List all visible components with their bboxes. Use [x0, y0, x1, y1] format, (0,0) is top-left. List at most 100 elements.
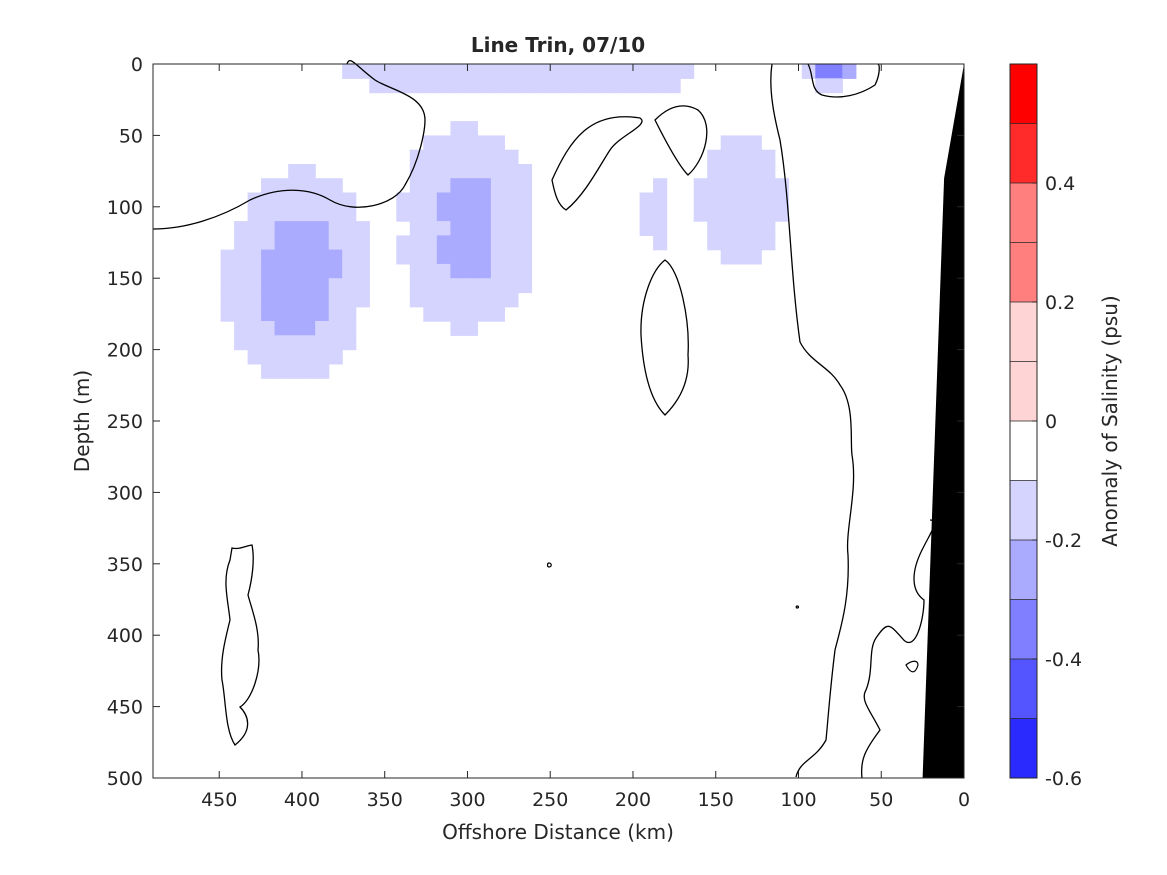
heatmap-cell	[747, 149, 762, 165]
heatmap-cell	[774, 206, 789, 222]
heatmap-cell	[315, 178, 330, 194]
plot-frame	[152, 63, 965, 779]
heatmap-cell	[409, 149, 424, 165]
colorbar-swatch	[1010, 421, 1037, 481]
heatmap-cell	[288, 306, 303, 322]
heatmap-cell	[734, 178, 749, 194]
heatmap-cell	[301, 278, 316, 294]
heatmap-cell	[504, 263, 519, 279]
heatmap-cell	[653, 206, 668, 222]
heatmap-cell	[288, 164, 303, 179]
heatmap-cell	[436, 263, 451, 279]
heatmap-cell	[288, 278, 303, 294]
heatmap-cell	[315, 363, 330, 379]
heatmap-cell	[504, 235, 519, 251]
heatmap-cell	[747, 249, 762, 265]
heatmap-cell	[490, 292, 505, 308]
zero-contour-small-coast	[905, 660, 919, 673]
heatmap-cell	[653, 64, 668, 79]
heatmap-cell	[450, 206, 465, 222]
heatmap-cell	[328, 335, 343, 351]
heatmap-cell	[328, 306, 343, 322]
heatmap-cell	[477, 306, 492, 322]
colorbar-tick-label: -0.6	[1045, 768, 1082, 790]
heatmap-cell	[261, 235, 276, 251]
heatmap-cell	[436, 135, 451, 151]
heatmap-cell	[545, 78, 560, 94]
heatmap-cell	[261, 335, 276, 351]
heatmap-cell	[328, 206, 343, 222]
heatmap-cell	[490, 306, 505, 322]
heatmap-cell	[477, 178, 492, 194]
heatmap-cell	[301, 249, 316, 265]
heatmap-cell	[423, 249, 438, 265]
colorbar-title: Anomaly of Salinity (psu)	[1098, 295, 1122, 546]
heatmap-cell	[477, 135, 492, 151]
heatmap-cell	[747, 235, 762, 251]
heatmap-cell	[747, 164, 762, 179]
heatmap-cell	[288, 263, 303, 279]
heatmap-cell	[355, 221, 370, 236]
heatmap-cell	[747, 192, 762, 208]
heatmap-cell	[653, 235, 668, 251]
heatmap-cell	[342, 235, 357, 251]
heatmap-cell	[234, 335, 249, 351]
heatmap-cell	[342, 206, 357, 222]
heatmap-cell	[247, 235, 262, 251]
heatmap-cell	[328, 263, 343, 279]
heatmap-cell	[720, 249, 735, 265]
heatmap-cell	[545, 64, 560, 79]
heatmap-cell	[761, 178, 776, 194]
heatmap-cell	[396, 235, 411, 251]
heatmap-cell	[396, 78, 411, 94]
heatmap-cell	[288, 221, 303, 236]
y-axis: 0 50 100 150 200 250 300 350 400 450 500	[107, 54, 964, 790]
colorbar-tick-label: 0.4	[1045, 173, 1075, 195]
heatmap-cell	[450, 292, 465, 308]
heatmap-cell	[234, 306, 249, 322]
heatmap-cell	[463, 249, 478, 265]
heatmap-cell	[355, 263, 370, 279]
heatmap-cell	[261, 349, 276, 365]
heatmap-cell	[734, 249, 749, 265]
heatmap-cell	[450, 278, 465, 294]
colorbar-swatch	[1010, 480, 1037, 541]
heatmap-cell	[342, 321, 357, 336]
x-tick-label: 450	[201, 789, 237, 811]
heatmap-cell	[653, 192, 668, 208]
heatmap-cell	[436, 78, 451, 94]
heatmap-cell	[761, 164, 776, 179]
heatmap-cell	[734, 164, 749, 179]
heatmap-cell	[301, 349, 316, 365]
heatmap-cell	[423, 164, 438, 179]
heatmap-cell	[436, 221, 451, 236]
heatmap-cell	[842, 64, 857, 79]
heatmap-cell	[261, 363, 276, 379]
heatmap-cell	[274, 178, 289, 194]
heatmap-cell	[328, 321, 343, 336]
heatmap-cell	[423, 64, 438, 79]
colorbar-swatch	[1010, 718, 1037, 779]
heatmap-cell	[490, 221, 505, 236]
heatmap-cell	[355, 278, 370, 294]
colorbar-swatch	[1010, 540, 1037, 600]
heatmap-cell	[436, 306, 451, 322]
heatmap-cell	[234, 321, 249, 336]
chart-title: Line Trin, 07/10	[471, 33, 645, 57]
y-axis-title: Depth (m)	[70, 370, 94, 472]
x-axis-title: Offshore Distance (km)	[442, 820, 674, 844]
heatmap-cell	[585, 64, 600, 79]
heatmap-cell	[436, 278, 451, 294]
heatmap-cell	[599, 64, 614, 79]
heatmap-cell	[234, 249, 249, 265]
heatmap-cell	[355, 249, 370, 265]
heatmap-cell	[247, 263, 262, 279]
heatmap-cell	[450, 78, 465, 94]
heatmap-cell	[409, 235, 424, 251]
heatmap-cell	[301, 263, 316, 279]
heatmap-cell	[423, 149, 438, 165]
heatmap-cell	[342, 263, 357, 279]
heatmap-cell	[423, 221, 438, 236]
heatmap-cell	[707, 221, 722, 236]
